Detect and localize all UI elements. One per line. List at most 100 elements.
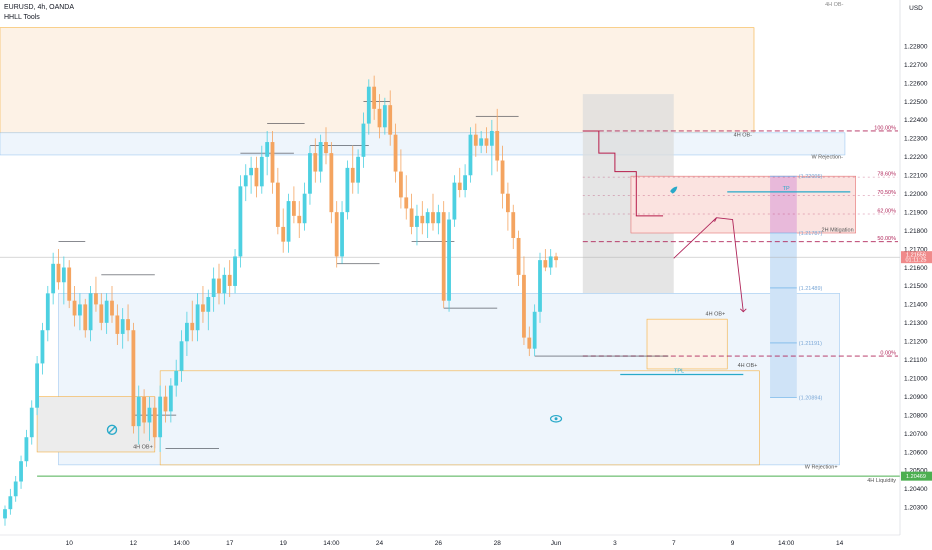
eye-icon	[549, 414, 563, 423]
y-tick-label: 1.21500	[904, 283, 928, 290]
y-tick-label: 1.22300	[904, 136, 928, 143]
candle-body	[195, 304, 200, 331]
candle-body	[254, 167, 259, 187]
candle-body	[500, 160, 505, 194]
mitigation-zone	[630, 175, 856, 234]
x-tick-label: 19	[280, 540, 288, 547]
candle-body	[372, 86, 377, 109]
y-tick-label: 1.21400	[904, 302, 928, 309]
candle-body	[94, 293, 98, 305]
x-tick-label: 3	[613, 540, 617, 547]
candle-body	[45, 293, 50, 331]
w-rejection-zone-top	[0, 132, 846, 156]
candle-body	[83, 304, 88, 331]
candle-body	[313, 153, 318, 172]
candle-body	[447, 219, 451, 301]
projection-path	[673, 217, 744, 312]
candle-body	[468, 134, 473, 176]
y-tick-label: 1.20900	[904, 394, 928, 401]
candle-body	[532, 311, 537, 349]
candle-body	[543, 260, 548, 268]
candle-body	[506, 193, 510, 213]
liquidity-tag-label: 1.20469	[906, 474, 926, 480]
candle-body	[382, 105, 387, 128]
candle-body	[217, 278, 221, 294]
candle-body	[404, 197, 409, 209]
y-tick-label: 1.20400	[904, 486, 928, 493]
candle-body	[399, 171, 403, 198]
price-tag	[901, 251, 932, 264]
candle-body	[19, 461, 23, 482]
ob-mid-label: 4H OB+	[706, 311, 726, 317]
candle-body	[302, 193, 307, 224]
candle-body	[297, 215, 302, 224]
y-tick-label: 1.20600	[904, 449, 928, 456]
w-rejection-bottom-label: W Rejection+	[805, 465, 838, 471]
y-tick-label: 1.21300	[904, 320, 928, 327]
candle-body	[527, 337, 532, 349]
x-tick-label: 10	[66, 540, 74, 547]
ob-zone-mid	[646, 318, 728, 370]
y-tick-label: 1.20500	[904, 468, 928, 475]
candle-body	[136, 396, 141, 427]
candle-body	[104, 300, 109, 323]
price-tag-sublabel: 01:11:25	[905, 258, 926, 264]
ban-slash	[108, 426, 116, 434]
candle-body	[281, 226, 286, 242]
lines-layer: 100.00% 78.60% 70.50% 62.00% 50.00% 0.00% (1.2…	[0, 101, 900, 477]
x-tick-label: 24	[376, 540, 384, 547]
candle-body	[174, 370, 179, 386]
ob-left-label: 4H OB+	[133, 444, 153, 450]
zones-layer	[0, 27, 856, 466]
candle-body	[227, 274, 232, 286]
candle-body	[554, 256, 558, 261]
candle-body	[29, 407, 34, 438]
candle-body	[431, 212, 435, 224]
candle-body	[40, 330, 45, 364]
liquidity-label: 4H Liquidity	[867, 478, 896, 484]
stop-zone	[770, 176, 797, 234]
candle-body	[185, 322, 189, 342]
structure-line	[582, 130, 664, 217]
candle-body	[436, 212, 441, 224]
tp-label-top: TP	[783, 186, 790, 192]
fib-label: 0.00%	[880, 351, 896, 357]
candle-body	[142, 396, 146, 423]
price-axis-bg	[900, 0, 932, 550]
candle-body	[292, 201, 296, 216]
candle-body	[457, 182, 462, 191]
candle-body	[168, 385, 173, 412]
position-label: (1.20894)	[799, 396, 823, 402]
candle-body	[24, 437, 29, 462]
x-tick-label: 17	[226, 540, 234, 547]
fib-label: 62.00%	[877, 209, 896, 215]
y-tick-label: 1.21800	[904, 228, 928, 235]
fib-label: 100.00%	[874, 125, 896, 131]
candle-body	[211, 278, 216, 298]
y-tick-label: 1.21600	[904, 265, 928, 272]
candle-body	[388, 105, 393, 135]
candle-body	[473, 134, 478, 146]
candle-body	[441, 212, 446, 301]
candle-body	[511, 212, 516, 238]
x-tick-label: 14:00	[323, 540, 340, 547]
candle-body	[350, 167, 355, 183]
candle-body	[67, 267, 72, 301]
y-tick-label: 1.22600	[904, 80, 928, 87]
y-tick-label: 1.21100	[904, 357, 927, 364]
candle-body	[13, 481, 18, 497]
liquidity-tag	[901, 471, 932, 481]
position-label: (1.21489)	[799, 286, 823, 292]
candle-body	[286, 201, 291, 242]
candle-body	[329, 153, 334, 213]
projection-arrow-up	[712, 217, 717, 222]
fib-label: 50.00%	[877, 236, 896, 242]
overlay-layer: TP TPL 4H OB- W Rejection- 2H Mitigation 4H O…	[106, 2, 896, 484]
candle-body	[340, 212, 344, 257]
x-tick-label: 14:00	[778, 540, 795, 547]
candle-body	[420, 215, 425, 224]
position-label: (1.21787)	[799, 231, 823, 237]
candle-body	[99, 304, 104, 323]
